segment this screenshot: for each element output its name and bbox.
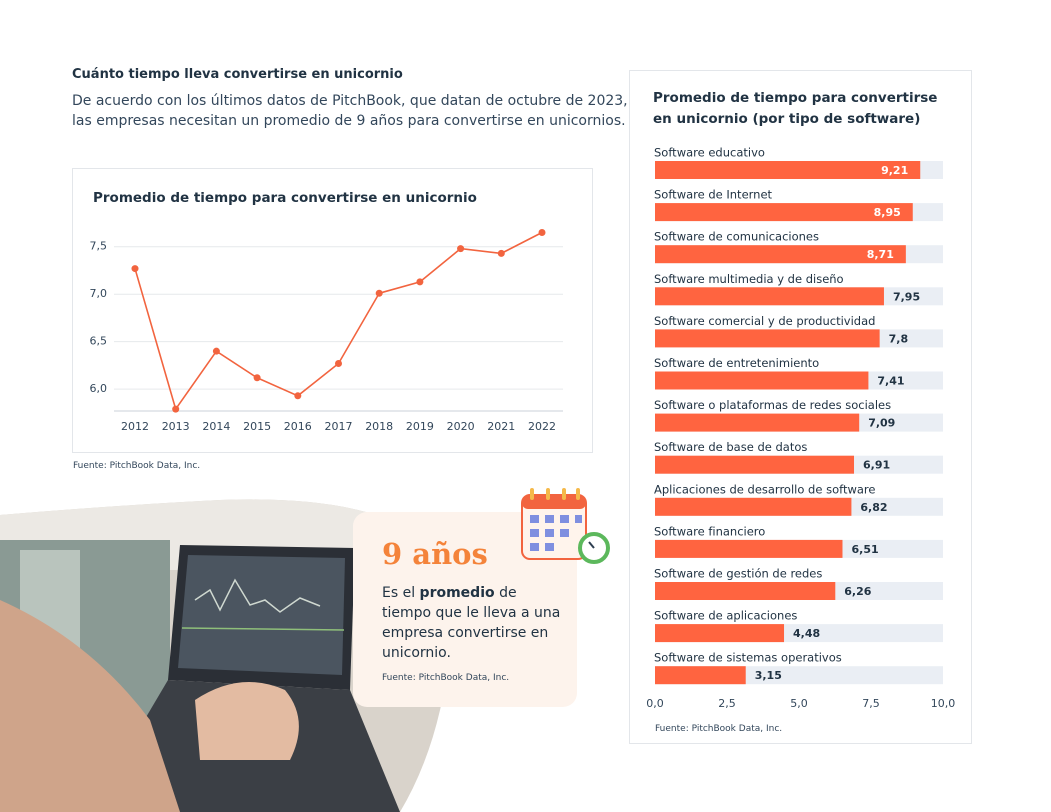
callout-text-part: Es el	[382, 585, 420, 601]
x-tick-label: 7,5	[862, 697, 880, 710]
calendar-icon	[521, 488, 610, 564]
bar-label: Software de aplicaciones	[654, 609, 797, 623]
x-tick-label: 5,0	[790, 697, 808, 710]
bar-label: Software multimedia y de diseño	[654, 272, 844, 286]
value-label: 4,48	[793, 627, 820, 640]
bar	[655, 624, 785, 643]
source: Fuente: PitchBook Data, Inc.	[73, 461, 201, 471]
point	[416, 278, 424, 286]
bar-label: Software de entretenimiento	[654, 356, 819, 370]
x-tick-label: 2015	[243, 420, 271, 433]
bar-chart-title: Promedio de tiempo para convertirse en u…	[653, 90, 938, 127]
point	[335, 360, 342, 368]
bar	[655, 413, 860, 432]
value-label: 7,95	[893, 290, 920, 303]
point	[375, 289, 383, 297]
x-tick-label: 2013	[162, 420, 190, 433]
y-tick-label: 7,5	[90, 240, 108, 253]
x-tick-label: 2012	[121, 420, 149, 433]
value-label: 7,8	[889, 332, 909, 345]
x-tick-label: 0,0	[646, 697, 664, 710]
line	[134, 231, 543, 411]
bar-label: Software educativo	[654, 146, 765, 160]
bar-card	[629, 70, 972, 744]
point	[212, 347, 220, 355]
bar	[655, 666, 746, 685]
bar-label: Software comercial y de productividad	[654, 314, 875, 328]
chart-title: Promedio de tiempo para convertirse en u…	[93, 190, 477, 206]
value-label: 9,21	[881, 164, 908, 177]
value-label: 3,15	[755, 669, 782, 682]
x-tick-label: 2014	[202, 420, 230, 433]
callout-text: Es el promedio de tiempo que le lleva a …	[382, 583, 562, 663]
x-tick-label: 10,0	[931, 697, 956, 710]
bar	[655, 245, 906, 264]
point	[253, 374, 261, 382]
point	[131, 265, 139, 273]
line-card	[72, 168, 593, 453]
value-label: 6,51	[851, 543, 878, 556]
point	[457, 245, 465, 253]
callout-bold: promedio	[419, 585, 495, 601]
x-tick-label: 2016	[284, 420, 312, 433]
bar	[655, 582, 836, 600]
bar-label: Software o plataformas de redes sociales	[654, 398, 891, 412]
bar	[655, 203, 913, 222]
bar-label: Software de Internet	[654, 188, 773, 202]
bar-label: Software de sistemas operativos	[654, 651, 842, 665]
header-line: las empresas necesitan un promedio de 9 …	[72, 113, 626, 129]
source: Fuente: PitchBook Data, Inc.	[382, 673, 510, 683]
bar	[655, 539, 843, 558]
bar-label: Aplicaciones de desarrollo de software	[654, 482, 875, 496]
point	[294, 392, 302, 400]
x-tick-label: 2017	[325, 420, 353, 433]
x-tick-label: 2,5	[718, 697, 736, 710]
bar	[655, 287, 884, 306]
value-label: 8,95	[874, 206, 901, 219]
x-tick-label: 2021	[487, 420, 515, 433]
bar-label: Software de comunicaciones	[654, 230, 819, 244]
header-body: De acuerdo con los últimos datos de Pitc…	[72, 91, 628, 131]
bar-label: Software de gestión de redes	[654, 567, 822, 581]
value-label: 6,26	[844, 585, 871, 598]
point	[497, 249, 505, 257]
bar	[655, 455, 855, 474]
x-tick-label: 2022	[528, 420, 556, 433]
y-tick-label: 6,5	[90, 335, 108, 348]
x-tick-label: 2019	[406, 420, 434, 433]
callout-text-part: de tiempo que le lleva a una empresa con…	[382, 585, 561, 661]
bar-label: Software financiero	[654, 524, 765, 538]
value-label: 7,09	[868, 417, 895, 430]
x-tick-label: 2020	[447, 420, 475, 433]
bar	[655, 497, 852, 516]
value-label: 6,91	[863, 459, 890, 472]
header-title: Cuánto tiempo lleva convertirse en unico…	[72, 67, 403, 82]
bar	[655, 371, 869, 390]
point	[538, 228, 546, 236]
value-label: 6,82	[860, 501, 887, 514]
value-label: 8,71	[867, 248, 894, 261]
bar	[655, 329, 880, 348]
header-line: De acuerdo con los últimos datos de Pitc…	[72, 93, 628, 109]
bar-label: Software de base de datos	[654, 440, 807, 454]
source: Fuente: PitchBook Data, Inc.	[655, 724, 783, 734]
value-label: 7,41	[877, 375, 904, 388]
bar	[655, 161, 921, 179]
x-tick-label: 2018	[365, 420, 393, 433]
y-tick-label: 6,0	[90, 382, 108, 395]
point	[172, 405, 180, 413]
callout-headline: 9 años	[382, 537, 488, 571]
y-tick-label: 7,0	[90, 287, 108, 300]
callout-card	[353, 512, 577, 707]
